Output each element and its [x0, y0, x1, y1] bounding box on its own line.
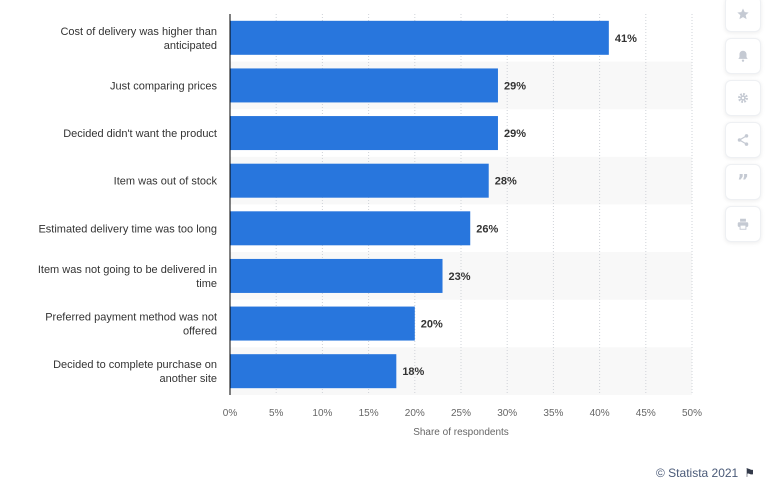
category-label: Cost of delivery was higher than anticipa… — [60, 26, 217, 52]
print-button[interactable] — [725, 206, 761, 242]
data-label: 18% — [402, 366, 424, 378]
category-label: Item was not going to be delivered in tim… — [38, 264, 217, 290]
favorite-button[interactable] — [725, 0, 761, 32]
settings-button[interactable] — [725, 80, 761, 116]
x-tick-label: 45% — [636, 408, 656, 419]
data-label: 29% — [504, 80, 526, 92]
credit-text[interactable]: © Statista 2021 — [656, 466, 739, 480]
share-button[interactable] — [725, 122, 761, 158]
data-label: 23% — [449, 271, 471, 283]
cite-button[interactable]: ” — [725, 164, 761, 200]
data-label: 41% — [615, 33, 637, 45]
bar[interactable] — [230, 68, 498, 103]
bar[interactable] — [230, 211, 471, 246]
statista-credit[interactable]: © Statista 2021 ⚑ — [656, 466, 755, 480]
x-tick-labels: 0% 5% 10% 15% 20% 25% 30% 35% 40% 45% 50% — [223, 408, 702, 419]
star-icon — [737, 8, 749, 20]
x-tick-label: 30% — [497, 408, 517, 419]
gear-icon — [738, 93, 748, 103]
bell-icon — [738, 50, 748, 62]
category-label: Item was out of stock — [114, 176, 218, 188]
bar[interactable] — [230, 20, 609, 55]
data-labels: 41% 29% 29% 28% 26% 23% 20% 18% — [402, 33, 637, 378]
category-label: Preferred payment method was not offered — [45, 312, 217, 338]
x-tick-label: 20% — [405, 408, 425, 419]
bar[interactable] — [230, 258, 443, 293]
x-tick-label: 15% — [359, 408, 379, 419]
bar[interactable] — [230, 354, 397, 389]
category-label: Estimated delivery time was too long — [38, 223, 217, 235]
notification-button[interactable] — [725, 38, 761, 74]
x-tick-label: 25% — [451, 408, 471, 419]
share-icon — [737, 134, 749, 146]
bar[interactable] — [230, 163, 489, 198]
bar[interactable] — [230, 116, 498, 151]
quote-icon: ” — [737, 171, 749, 192]
category-labels: Cost of delivery was higher than anticipa… — [38, 26, 218, 385]
x-tick-label: 35% — [543, 408, 563, 419]
bars — [230, 20, 609, 389]
flag-icon[interactable]: ⚑ — [744, 466, 755, 480]
category-label: Just comparing prices — [110, 80, 217, 92]
print-icon — [737, 218, 749, 230]
category-label: Decided didn't want the product — [63, 128, 217, 140]
x-tick-label: 5% — [269, 408, 284, 419]
x-tick-label: 0% — [223, 408, 238, 419]
x-tick-label: 40% — [590, 408, 610, 419]
x-axis-title: Share of respondents — [413, 427, 509, 438]
category-label: Decided to complete purchase on another s… — [53, 359, 217, 385]
data-label: 28% — [495, 176, 517, 188]
data-label: 20% — [421, 319, 443, 331]
bar[interactable] — [230, 306, 415, 341]
data-label: 26% — [476, 223, 498, 235]
x-tick-label: 10% — [312, 408, 332, 419]
data-label: 29% — [504, 128, 526, 140]
x-tick-label: 50% — [682, 408, 702, 419]
